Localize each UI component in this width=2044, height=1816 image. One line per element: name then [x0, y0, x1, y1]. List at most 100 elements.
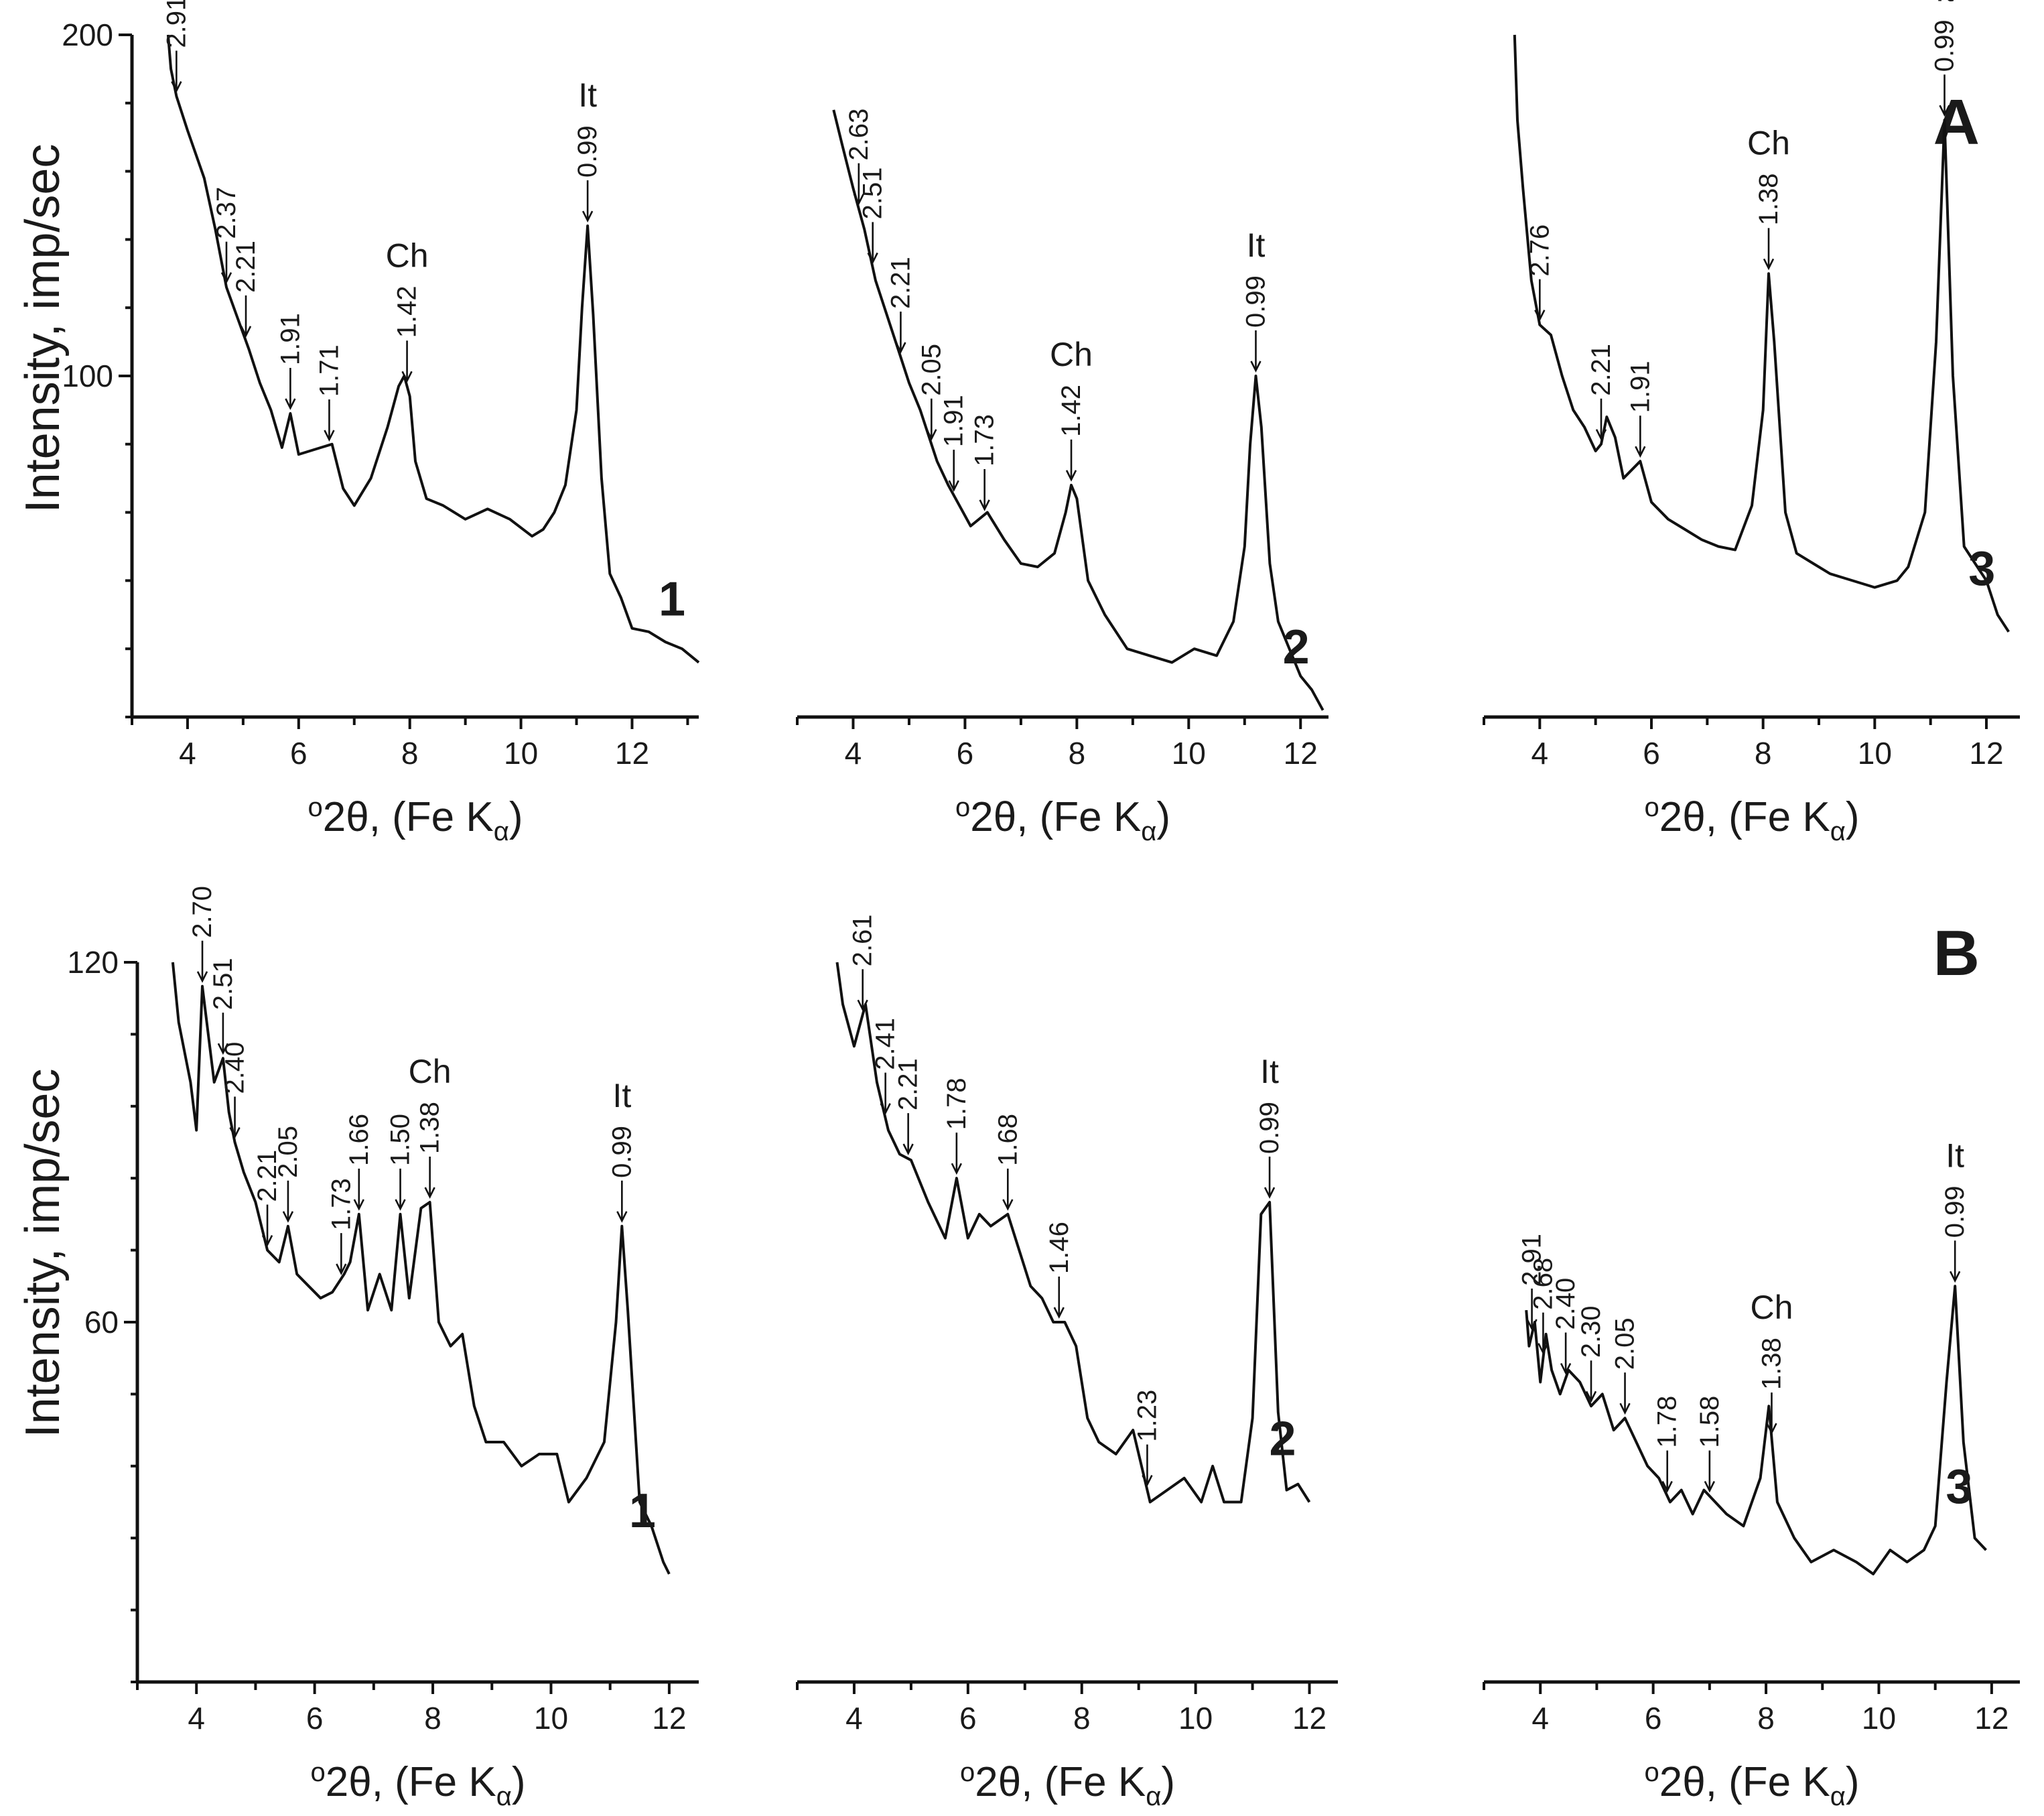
mineral-label: It — [1247, 226, 1266, 264]
peak-label: 1.23 — [1132, 1390, 1162, 1442]
peak-label: 1.91 — [939, 395, 969, 447]
x-tick-label: 6 — [306, 1701, 324, 1736]
peak-arrowhead — [171, 81, 182, 93]
sample-number: 3 — [1946, 1460, 1972, 1514]
peak-arrowhead — [324, 430, 335, 442]
mineral-label: Ch — [409, 1053, 452, 1090]
peak-label: 2.21 — [886, 257, 915, 309]
x-tick-label: 8 — [401, 736, 419, 771]
peak-arrowhead — [285, 398, 296, 410]
peak-label: 1.58 — [1695, 1396, 1724, 1448]
diffraction-trace — [832, 109, 1324, 711]
x-tick-label: 10 — [534, 1701, 568, 1736]
peak-arrowhead — [857, 999, 868, 1012]
x-axis-title: o2θ, (Fe Kα) — [955, 793, 1170, 846]
peak-label: 2.76 — [1525, 224, 1554, 277]
x-tick-label: 6 — [1645, 1701, 1662, 1736]
peak-label: 1.38 — [415, 1102, 445, 1154]
mineral-label: Ch — [1751, 1289, 1793, 1326]
peak-label: 2.41 — [871, 1018, 900, 1070]
peak-label: 0.99 — [1930, 19, 1960, 72]
peak-arrowhead — [353, 1199, 364, 1211]
peak-arrowhead — [336, 1263, 347, 1276]
peak-label: 2.63 — [844, 109, 874, 161]
diffraction-trace — [1513, 34, 2010, 633]
sample-number: 2 — [1283, 621, 1310, 674]
x-tick-label: 12 — [1974, 1701, 2008, 1736]
peak-arrowhead — [853, 194, 864, 206]
peak-label: 1.46 — [1044, 1222, 1074, 1274]
y-tick-label: 120 — [67, 945, 119, 980]
peak-arrowhead — [582, 210, 594, 222]
diffraction-trace — [1525, 1285, 1987, 1575]
x-tick-label: 10 — [504, 736, 538, 771]
mineral-label: It — [612, 1077, 631, 1114]
peak-arrowhead — [424, 1187, 435, 1199]
peak-label: 2.70 — [188, 886, 217, 938]
peak-label: 2.37 — [212, 187, 241, 239]
y-tick-label: 60 — [84, 1305, 119, 1340]
peak-label: 2.91 — [161, 0, 191, 48]
mineral-label: It — [1260, 1053, 1279, 1090]
peak-arrowhead — [196, 971, 208, 983]
peak-label: 1.91 — [1625, 361, 1655, 413]
x-tick-label: 4 — [1531, 1701, 1549, 1736]
peak-arrowhead — [395, 1199, 406, 1211]
peak-label: 1.73 — [970, 414, 1000, 466]
sample-number: 3 — [1968, 542, 1995, 596]
x-tick-label: 12 — [1284, 736, 1318, 771]
peak-label: 2.05 — [273, 1126, 303, 1178]
peak-label: 2.05 — [1611, 1317, 1640, 1370]
peak-arrowhead — [979, 499, 990, 511]
x-tick-label: 6 — [959, 1701, 977, 1736]
peak-arrowhead — [1053, 1307, 1065, 1319]
mineral-label: It — [1935, 0, 1954, 8]
x-tick-label: 10 — [1172, 736, 1206, 771]
peak-arrowhead — [1142, 1475, 1153, 1487]
peak-label: 0.99 — [1255, 1102, 1284, 1154]
peak-arrowhead — [867, 252, 878, 265]
diffraction-trace — [166, 34, 700, 664]
peak-arrowhead — [1939, 105, 1950, 117]
peak-arrowhead — [616, 1211, 628, 1223]
peak-label: 2.40 — [1551, 1278, 1580, 1330]
sample-number: 2 — [1269, 1413, 1296, 1466]
panel-label-a: A — [1933, 86, 1980, 158]
peak-label: 2.21 — [231, 241, 261, 293]
peak-arrowhead — [1264, 1187, 1276, 1199]
peak-label: 2.68 — [1528, 1258, 1558, 1310]
x-tick-label: 4 — [845, 736, 862, 771]
x-axis-title: o2θ, (Fe Kα) — [1644, 793, 1859, 846]
y-tick-label: 100 — [62, 359, 113, 393]
peak-label: 0.99 — [573, 125, 602, 178]
peak-arrowhead — [1949, 1271, 1961, 1283]
peak-arrowhead — [1526, 1319, 1538, 1331]
peak-label: 2.51 — [858, 168, 888, 220]
peak-arrowhead — [1560, 1362, 1572, 1375]
mineral-label: It — [578, 76, 597, 114]
peak-arrowhead — [401, 371, 413, 383]
x-axis-title: o2θ, (Fe Kα) — [308, 793, 523, 846]
peak-label: 1.91 — [275, 313, 305, 365]
peak-label: 1.78 — [942, 1078, 971, 1130]
peak-label: 2.51 — [208, 958, 238, 1010]
peak-arrowhead — [926, 429, 937, 441]
x-tick-label: 12 — [652, 1701, 686, 1736]
peak-label: 2.21 — [1586, 344, 1616, 396]
peak-label: 2.21 — [253, 1150, 282, 1202]
peak-arrowhead — [1704, 1480, 1716, 1493]
peak-label: 1.50 — [386, 1114, 415, 1166]
peak-label: 2.21 — [894, 1058, 923, 1110]
peak-label: 0.99 — [1241, 275, 1270, 328]
sample-number: 1 — [629, 1484, 656, 1538]
peak-label: 2.40 — [220, 1042, 250, 1094]
peak-label: 1.38 — [1757, 1338, 1786, 1390]
x-tick-label: 8 — [1073, 1701, 1091, 1736]
sample-number: 1 — [659, 573, 685, 627]
x-tick-label: 12 — [1292, 1701, 1326, 1736]
panel-label-b: B — [1933, 917, 1980, 989]
peak-label: 1.42 — [393, 285, 422, 338]
x-tick-label: 6 — [1643, 736, 1660, 771]
